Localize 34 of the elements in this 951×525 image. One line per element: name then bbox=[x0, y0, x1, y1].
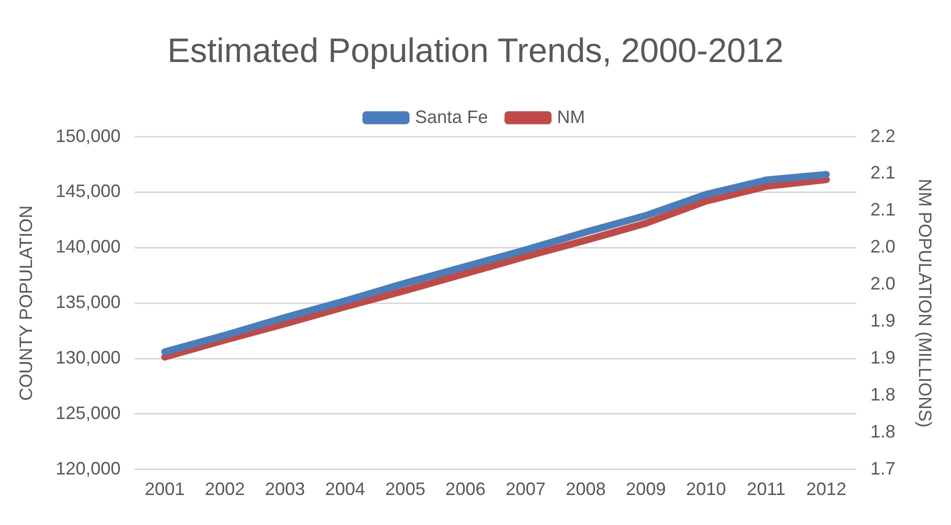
y-tick-label: 125,000 bbox=[56, 402, 121, 423]
x-tick-label: 2010 bbox=[686, 479, 726, 500]
x-tick-label: 2005 bbox=[385, 479, 426, 500]
y-tick-label: 135,000 bbox=[56, 292, 121, 312]
y-tick-label: 130,000 bbox=[56, 348, 121, 368]
y2-tick-label: 1.8 bbox=[870, 421, 896, 442]
x-tick-label: 2007 bbox=[506, 479, 546, 500]
y2-tick-label: 2.2 bbox=[870, 126, 896, 146]
x-tick-label: 2012 bbox=[806, 479, 846, 500]
y2-tick-label: 1.9 bbox=[870, 348, 896, 368]
y-axis-title: COUNTY POPULATION bbox=[16, 205, 36, 401]
y-tick-label: 150,000 bbox=[56, 126, 121, 146]
legend-label: NM bbox=[557, 106, 586, 127]
y-tick-label: 140,000 bbox=[56, 236, 121, 257]
legend-label: Santa Fe bbox=[414, 106, 488, 127]
y-tick-label: 145,000 bbox=[56, 181, 121, 202]
x-tick-label: 2001 bbox=[144, 479, 185, 500]
y2-tick-label: 2.0 bbox=[870, 236, 896, 257]
y2-tick-label: 1.7 bbox=[870, 458, 896, 478]
x-tick-label: 2003 bbox=[265, 479, 306, 500]
y2-tick-label: 1.9 bbox=[870, 310, 896, 331]
y2-tick-label: 2.1 bbox=[870, 200, 896, 220]
y2-tick-label: 2.1 bbox=[870, 162, 896, 183]
x-tick-label: 2002 bbox=[204, 479, 245, 500]
y2-axis-title: NM POPULATION (MILLIONS) bbox=[915, 178, 936, 428]
chart-title: Estimated Population Trends, 2000-2012 bbox=[167, 32, 784, 70]
x-tick-label: 2009 bbox=[626, 479, 666, 500]
y2-tick-label: 1.8 bbox=[870, 384, 896, 404]
x-tick-label: 2011 bbox=[746, 479, 786, 500]
y2-tick-label: 2.0 bbox=[870, 274, 896, 294]
x-tick-label: 2008 bbox=[566, 479, 606, 500]
x-tick-label: 2004 bbox=[325, 479, 366, 500]
y-tick-label: 120,000 bbox=[56, 458, 121, 478]
x-tick-label: 2006 bbox=[445, 479, 486, 500]
